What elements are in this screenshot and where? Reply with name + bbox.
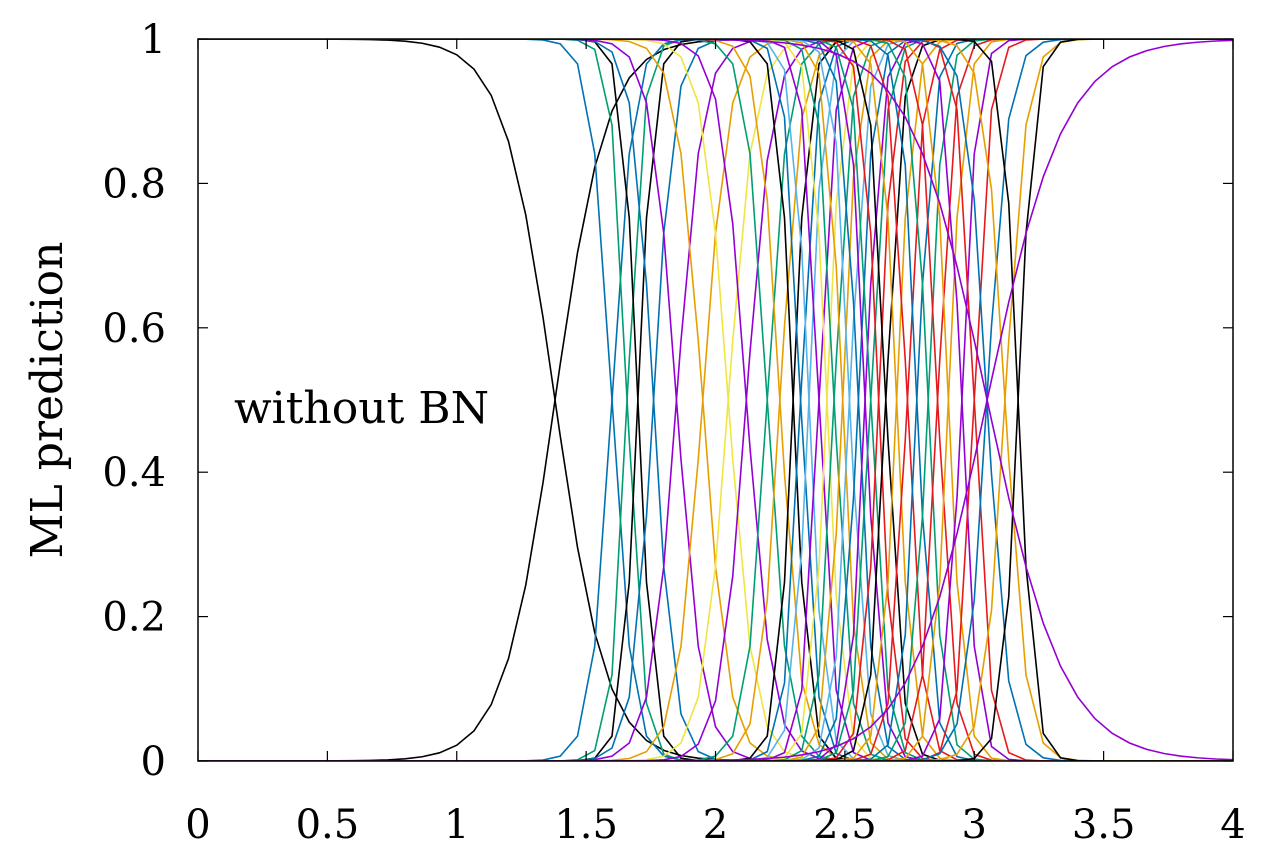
y-tick-label: 0.4 [102, 450, 166, 496]
series-line-8-falling [198, 39, 1233, 761]
x-tick-label: 1.5 [554, 802, 618, 848]
series-line-5-rising [198, 39, 1233, 761]
series-line-34-rising [198, 39, 1233, 761]
x-tick-label: 3 [962, 802, 987, 848]
series-line-7-rising [198, 39, 1233, 761]
y-tick-label: 0.8 [102, 161, 166, 207]
x-tick-label: 2 [703, 802, 728, 848]
series-line-34-falling [198, 39, 1233, 761]
x-tick-label: 2.5 [813, 802, 877, 848]
y-axis-label: ML prediction [22, 242, 73, 559]
series-line-7-falling [198, 39, 1233, 761]
annotation-without-bn: without BN [234, 383, 489, 434]
tick-layer: 0 0.5 1 1.5 2 2.5 3 3.5 4 0 0.2 0.4 0.6 0.8 1 [102, 17, 1245, 848]
x-tick-label: 1 [444, 802, 469, 848]
x-tick-label: 0 [185, 802, 210, 848]
y-tick-label: 1 [141, 17, 166, 63]
x-tick-label: 3.5 [1072, 802, 1136, 848]
y-tick-label: 0.6 [102, 306, 166, 352]
y-tick-label: 0.2 [102, 595, 166, 641]
series-line-8-rising [198, 39, 1233, 761]
y-tick-label: 0 [141, 739, 166, 785]
series-line-5-falling [198, 39, 1233, 761]
x-tick-label: 0.5 [296, 802, 360, 848]
x-tick-label: 4 [1220, 802, 1245, 848]
